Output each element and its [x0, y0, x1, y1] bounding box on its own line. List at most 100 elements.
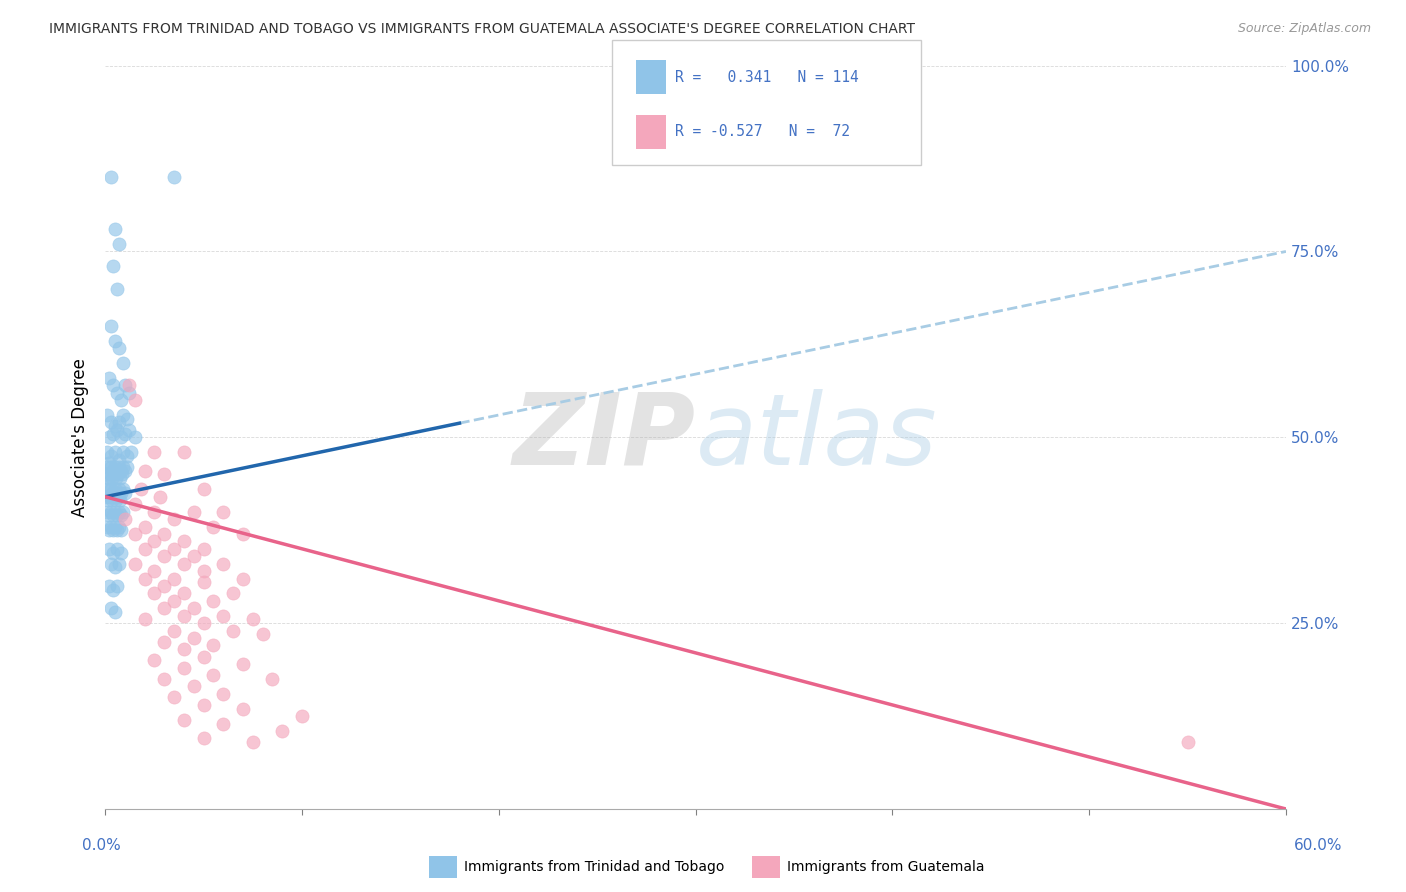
Point	[100, 505, 122, 519]
Point	[173, 661, 195, 675]
Point	[124, 527, 146, 541]
Text: Immigrants from Trinidad and Tobago: Immigrants from Trinidad and Tobago	[464, 860, 724, 874]
Point	[96, 408, 118, 422]
Point	[105, 523, 128, 537]
Point	[153, 467, 176, 482]
Point	[110, 545, 132, 559]
Text: R = -0.527   N =  72: R = -0.527 N = 72	[675, 124, 849, 139]
Point	[101, 426, 124, 441]
Text: IMMIGRANTS FROM TRINIDAD AND TOBAGO VS IMMIGRANTS FROM GUATEMALA ASSOCIATE'S DEG: IMMIGRANTS FROM TRINIDAD AND TOBAGO VS I…	[49, 22, 915, 37]
Point	[183, 631, 205, 645]
Point	[104, 222, 127, 236]
Point	[98, 490, 121, 504]
Point	[124, 557, 146, 571]
Point	[114, 378, 136, 392]
Point	[98, 467, 121, 482]
Point	[212, 557, 235, 571]
Point	[193, 575, 215, 590]
Point	[153, 634, 176, 648]
Point	[98, 430, 121, 444]
Point	[143, 534, 166, 549]
Point	[108, 519, 131, 533]
Point	[202, 668, 225, 682]
Point	[134, 541, 156, 556]
Point	[108, 341, 131, 355]
Point	[96, 445, 118, 459]
Point	[183, 679, 205, 693]
Point	[108, 452, 131, 467]
Point	[173, 445, 195, 459]
Point	[193, 649, 215, 664]
Point	[103, 467, 125, 482]
Point	[193, 483, 215, 497]
Point	[107, 467, 129, 482]
Point	[193, 698, 215, 712]
Point	[100, 170, 122, 185]
Point	[110, 464, 132, 478]
Point	[96, 460, 118, 475]
Point	[98, 508, 121, 523]
Point	[153, 549, 176, 564]
Point	[271, 723, 294, 738]
Point	[104, 334, 127, 348]
Point	[101, 260, 124, 274]
Point	[108, 557, 131, 571]
Point	[101, 471, 124, 485]
Point	[108, 483, 131, 497]
Point	[114, 426, 136, 441]
Point	[163, 512, 186, 526]
Point	[153, 527, 176, 541]
Point	[96, 519, 118, 533]
Point	[143, 586, 166, 600]
Point	[232, 527, 254, 541]
Point	[193, 564, 215, 578]
Point	[104, 445, 127, 459]
Point	[108, 471, 131, 485]
Point	[101, 486, 124, 500]
Point	[101, 508, 124, 523]
Point	[134, 519, 156, 533]
Point	[98, 456, 121, 470]
Point	[111, 408, 134, 422]
Point	[111, 505, 134, 519]
Point	[173, 713, 195, 727]
Point	[143, 505, 166, 519]
Point	[105, 486, 128, 500]
Text: atlas: atlas	[696, 389, 938, 486]
Point	[100, 449, 122, 463]
Point	[104, 505, 127, 519]
Point	[105, 541, 128, 556]
Point	[97, 471, 120, 485]
Text: R =   0.341   N = 114: R = 0.341 N = 114	[675, 70, 859, 85]
Text: 60.0%: 60.0%	[1295, 838, 1343, 853]
Point	[232, 701, 254, 715]
Point	[100, 519, 122, 533]
Point	[104, 419, 127, 434]
Point	[163, 690, 186, 705]
Point	[111, 356, 134, 370]
Point	[110, 393, 132, 408]
Point	[212, 716, 235, 731]
Point	[96, 483, 118, 497]
Point	[252, 627, 274, 641]
Point	[105, 385, 128, 400]
Point	[96, 505, 118, 519]
Point	[114, 512, 136, 526]
Point	[163, 594, 186, 608]
Point	[173, 534, 195, 549]
Point	[98, 371, 121, 385]
Point	[100, 318, 122, 333]
Point	[100, 416, 122, 430]
Y-axis label: Associate's Degree: Associate's Degree	[72, 358, 89, 516]
Point	[183, 601, 205, 615]
Point	[202, 594, 225, 608]
Point	[111, 483, 134, 497]
Point	[242, 612, 264, 626]
Point	[183, 549, 205, 564]
Point	[110, 486, 132, 500]
Point	[104, 519, 127, 533]
Point	[101, 378, 124, 392]
Point	[98, 541, 121, 556]
Point	[96, 467, 118, 482]
Point	[100, 557, 122, 571]
